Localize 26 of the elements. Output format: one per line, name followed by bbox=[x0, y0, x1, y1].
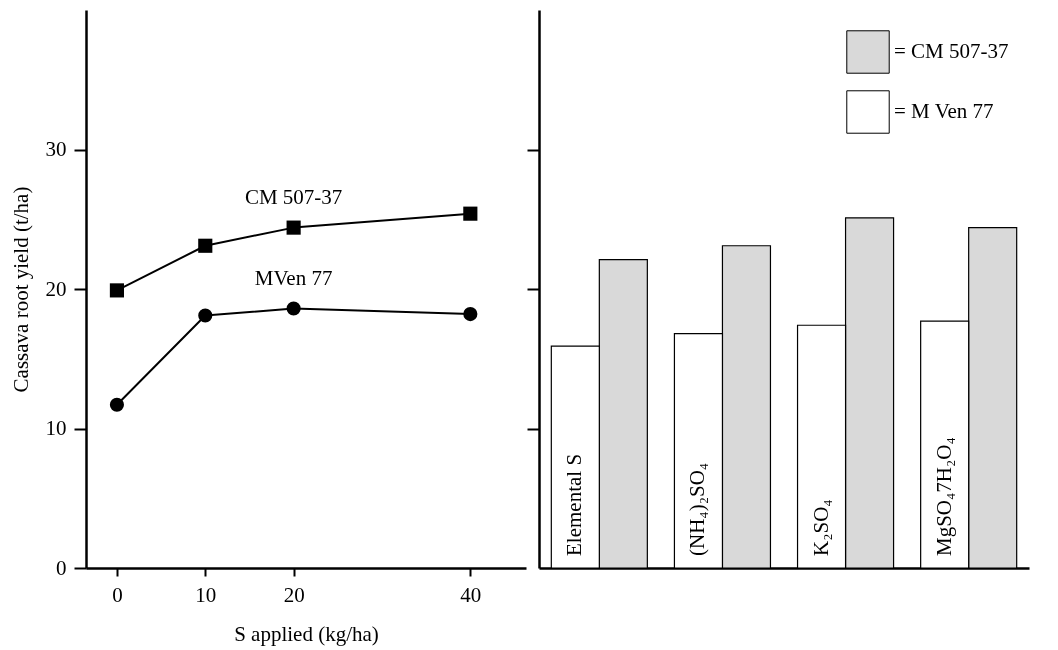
point bbox=[198, 238, 213, 253]
point bbox=[109, 397, 124, 412]
point bbox=[463, 307, 478, 322]
y-axis-title: Cassava root yield (t/ha) bbox=[8, 186, 33, 393]
y-tick-label: 0 bbox=[56, 555, 67, 580]
category-label: Elemental S bbox=[562, 453, 587, 556]
legend-label: = M Ven 77 bbox=[894, 99, 994, 123]
y-tick-label: 30 bbox=[45, 137, 67, 161]
series-label: MVen 77 bbox=[254, 265, 333, 290]
x-tick-label: 40 bbox=[460, 582, 482, 607]
category-label: MgSO₄7H₂O₄ bbox=[931, 437, 956, 556]
point bbox=[198, 308, 213, 323]
series-label: CM 507-37 bbox=[244, 184, 343, 209]
point bbox=[463, 206, 478, 221]
y-tick-label: 10 bbox=[45, 416, 67, 440]
x-tick-label: 10 bbox=[195, 582, 217, 607]
category-label: (NH₄)₂SO₄ bbox=[685, 462, 710, 556]
point bbox=[286, 220, 301, 235]
legend-label: = CM 507-37 bbox=[894, 39, 1009, 63]
category-label: K₂SO₄ bbox=[808, 499, 833, 556]
x-tick-label: 0 bbox=[112, 582, 123, 607]
point bbox=[109, 283, 124, 298]
x-tick-label: 20 bbox=[283, 582, 305, 607]
point bbox=[286, 301, 301, 316]
y-tick-label: 20 bbox=[45, 276, 67, 301]
x-axis-title: S applied (kg/ha) bbox=[234, 621, 379, 646]
